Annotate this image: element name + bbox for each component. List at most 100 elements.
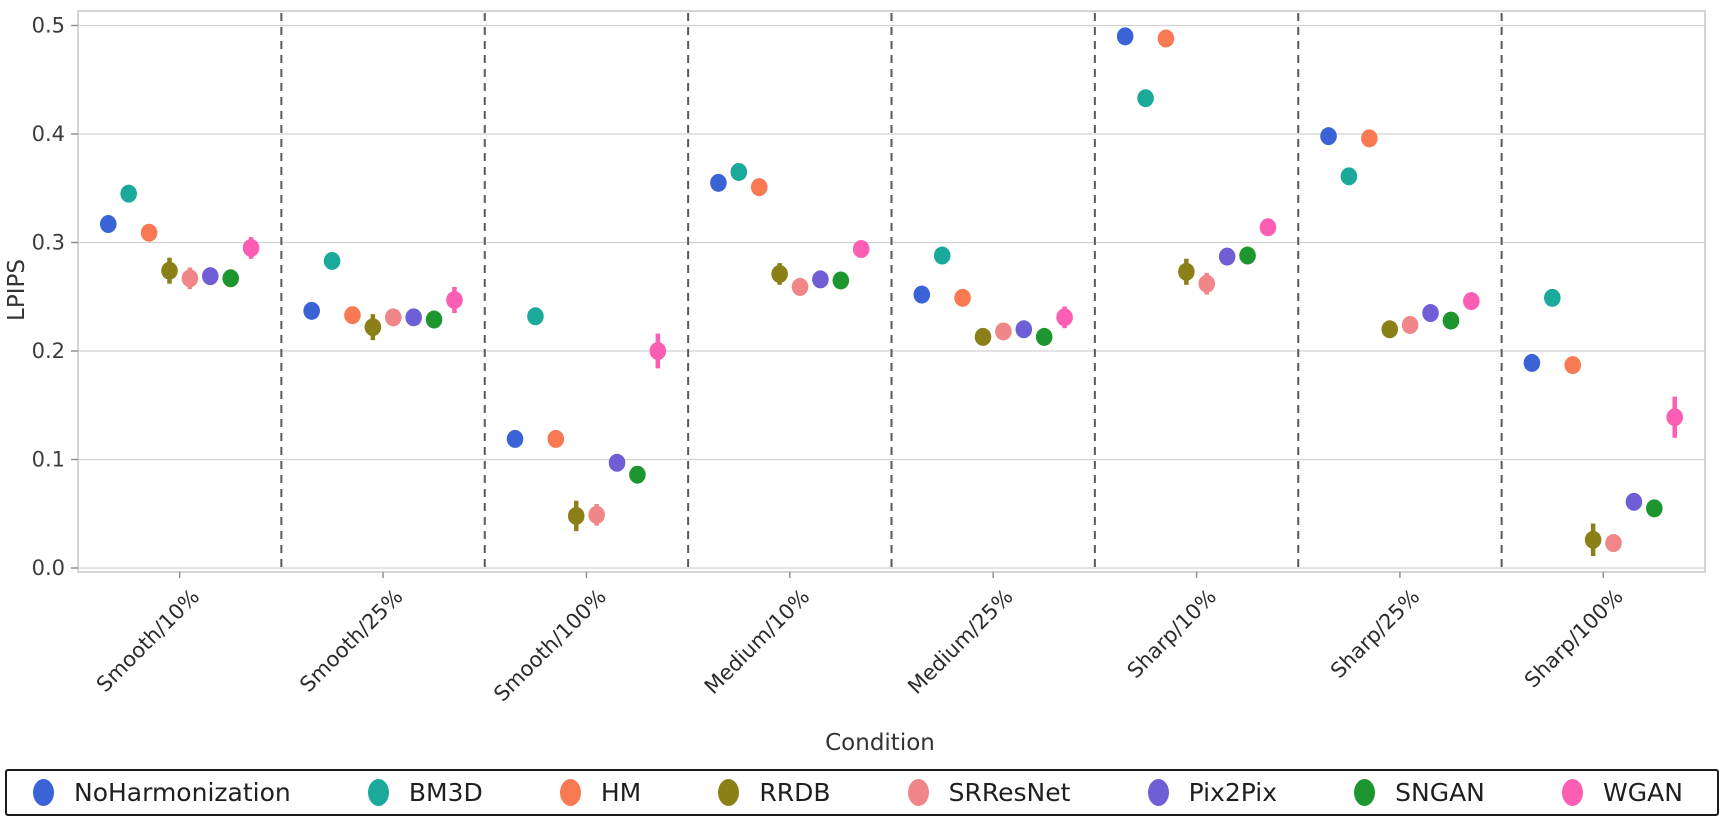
data-point (1056, 308, 1073, 327)
legend-marker-icon (1147, 779, 1169, 806)
legend-item: NoHarmonization (33, 779, 291, 806)
legend-marker-icon (559, 779, 581, 806)
data-point (323, 251, 341, 270)
legend-item: BM3D (367, 778, 483, 807)
data-point (832, 271, 850, 290)
legend-item: SRResNet (907, 778, 1071, 807)
data-point (1544, 288, 1561, 307)
x-tick-label: Smooth/25% (295, 584, 407, 696)
y-tick-label: 0.3 (32, 231, 65, 255)
data-point (527, 307, 544, 326)
legend-item: WGAN (1562, 779, 1683, 806)
y-tick-label: 0.5 (32, 14, 65, 38)
data-point (954, 288, 971, 307)
data-point (1157, 29, 1175, 48)
data-point (1605, 534, 1622, 553)
data-point (608, 453, 626, 472)
data-point (1015, 320, 1033, 339)
data-point (425, 310, 443, 329)
plot-spines (77, 10, 1706, 573)
data-point (1361, 129, 1378, 148)
data-point (1666, 408, 1684, 427)
data-point (629, 465, 646, 484)
data-point (1442, 311, 1460, 330)
data-point (446, 291, 463, 310)
data-point (303, 301, 320, 320)
data-point (710, 173, 727, 192)
data-point (791, 277, 809, 296)
data-point (730, 162, 748, 181)
legend-label: SNGAN (1395, 778, 1485, 807)
data-point (1198, 274, 1216, 293)
data-point (405, 308, 422, 327)
legend-label: NoHarmonization (74, 778, 291, 807)
data-point (852, 240, 870, 259)
y-tick-label: 0.2 (32, 339, 65, 363)
legend-marker-icon (33, 779, 54, 806)
data-point (1646, 499, 1663, 518)
data-point (1218, 247, 1236, 266)
data-point (242, 238, 260, 257)
legend-label: WGAN (1603, 778, 1683, 807)
data-point (344, 306, 361, 325)
data-point (1422, 304, 1439, 323)
legend-item: HM (559, 778, 642, 807)
data-point (1381, 320, 1399, 339)
data-point (1401, 315, 1419, 334)
plot-area: 0.0 0.1 0.2 0.3 0.4 0.5 Smooth/10% Smooth/25% S… (4, 10, 1706, 756)
data-point (649, 342, 667, 360)
data-point (974, 327, 992, 346)
data-point (222, 269, 239, 288)
data-point (771, 264, 788, 283)
data-point (995, 322, 1012, 341)
condition-separators (280, 13, 1503, 570)
legend-label: SRResNet (948, 778, 1071, 807)
legend-item: SNGAN (1354, 779, 1485, 806)
y-tick-label: 0.4 (32, 122, 65, 146)
data-point (140, 223, 158, 242)
data-point (547, 429, 565, 448)
x-tick-label: Medium/10% (700, 584, 814, 698)
data-point (913, 285, 931, 304)
data-point (1259, 218, 1277, 237)
data-point (1116, 27, 1134, 46)
data-point (161, 261, 178, 280)
data-point (567, 506, 585, 525)
data-point (384, 308, 402, 327)
data-point (99, 215, 117, 234)
legend-marker-icon (367, 779, 389, 806)
data-point (1584, 530, 1602, 549)
x-tick-label: Medium/25% (903, 584, 1017, 698)
legend-label: BM3D (408, 778, 483, 807)
x-axis-label: Condition (825, 730, 935, 756)
data-point (1463, 292, 1480, 311)
data-point (201, 267, 219, 286)
legend-label: HM (600, 778, 642, 807)
x-tick-label: Sharp/100% (1520, 584, 1628, 692)
legend-item: RRDB (718, 779, 831, 806)
data-point (506, 429, 524, 448)
y-axis-label: LPIPS (4, 259, 30, 321)
y-tick-label: 0.0 (32, 556, 65, 580)
x-axis-ticks: Smooth/10% Smooth/25% Smooth/100% Medium/10… (92, 572, 1628, 706)
legend-label: Pix2Pix (1188, 778, 1278, 807)
legend-marker-icon (1562, 779, 1584, 806)
data-point (588, 505, 605, 524)
y-tick-label: 0.1 (32, 448, 65, 472)
data-point (120, 184, 137, 203)
data-point (1523, 353, 1541, 372)
data-point (750, 178, 768, 197)
data-point (1178, 262, 1195, 281)
data-point (1239, 246, 1256, 265)
data-point (364, 318, 382, 337)
x-tick-label: Sharp/10% (1123, 584, 1221, 682)
legend-marker-icon (907, 779, 929, 806)
x-tick-label: Smooth/10% (92, 584, 204, 696)
data-point (1564, 356, 1582, 375)
data-point (1340, 167, 1358, 186)
data-point (181, 269, 199, 288)
data-point (812, 270, 829, 289)
legend-item: Pix2Pix (1147, 778, 1278, 807)
legend-marker-icon (718, 779, 740, 806)
